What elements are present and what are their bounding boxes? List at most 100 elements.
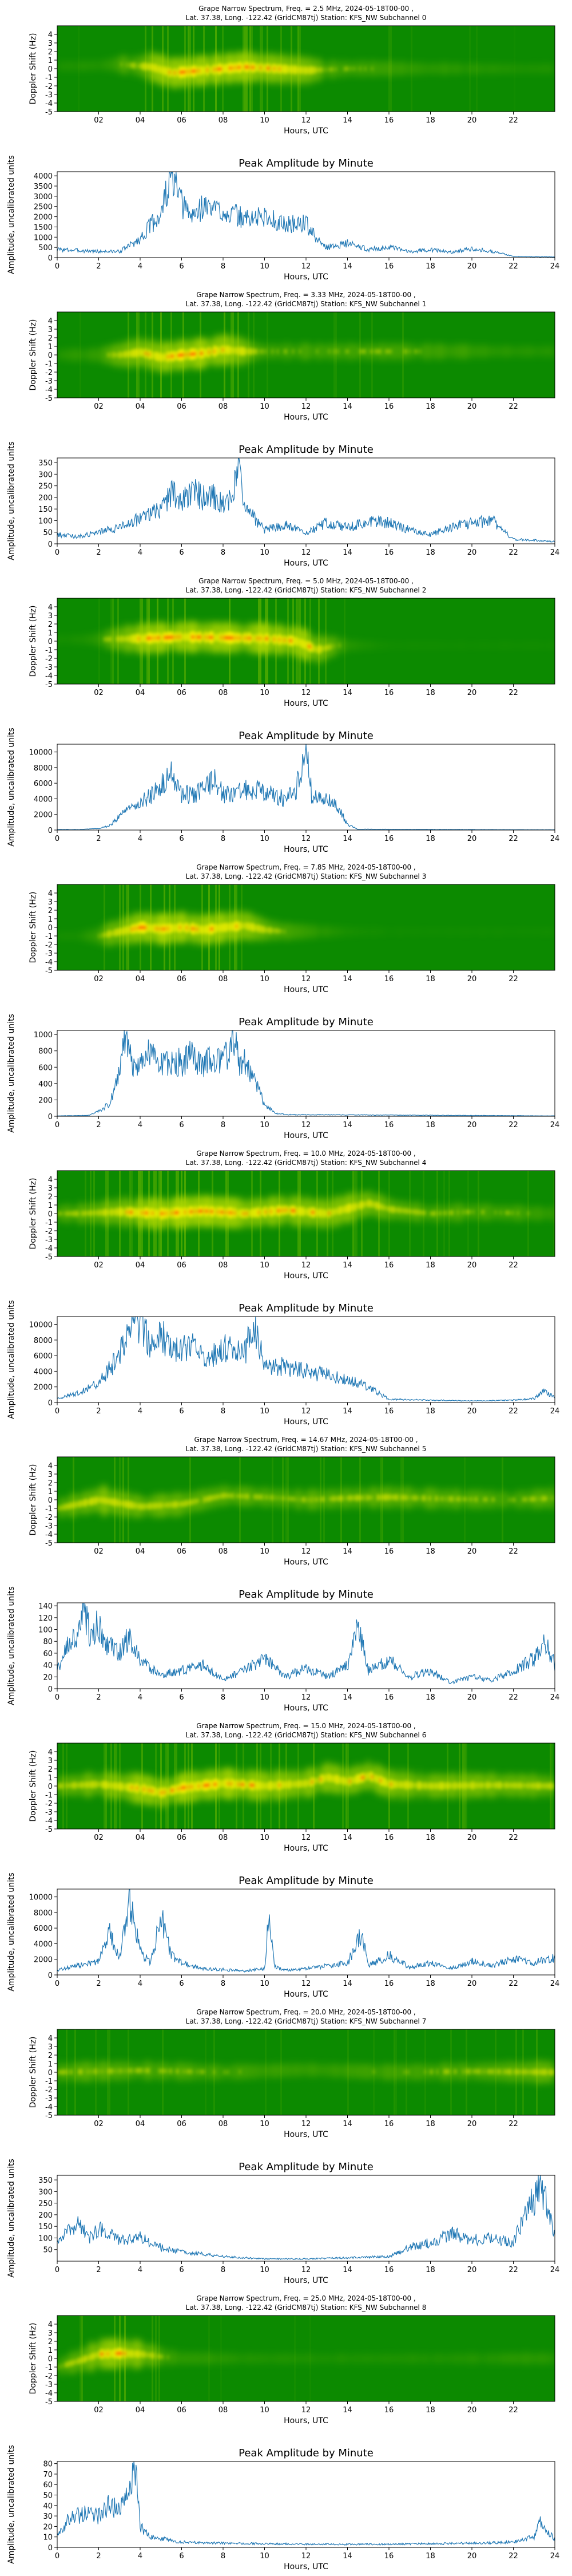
spectrogram-core-cell <box>294 1496 296 1502</box>
spectrogram-peak-cell <box>258 1210 260 1214</box>
spectrogram-column <box>325 344 327 359</box>
spectrogram-core-cell <box>406 1495 407 1500</box>
spectrogram-column <box>443 642 445 649</box>
spectrogram-core-cell <box>224 64 225 74</box>
spectrogram-core-cell <box>119 637 121 642</box>
x-tick-label: 22 <box>509 548 518 557</box>
spectrogram-core-cell <box>57 1506 59 1511</box>
spectrogram-column <box>361 62 363 76</box>
spectrogram-column <box>294 345 296 358</box>
spectrogram-column <box>517 642 519 648</box>
spectrogram-column <box>471 1204 472 1220</box>
spectrogram-column <box>548 1488 550 1508</box>
spectrogram-column <box>500 642 502 649</box>
spectrogram-core-cell <box>157 65 158 72</box>
spectrogram-streak <box>205 2029 206 2115</box>
spectrogram-column <box>208 2064 210 2080</box>
spectrogram-core-cell <box>200 2069 201 2074</box>
spectrogram-core-cell <box>292 66 294 73</box>
spectrogram-core-cell <box>457 1210 459 1215</box>
spectrogram-column <box>351 927 352 936</box>
y-tick-label: 0 <box>48 65 53 74</box>
spectrogram-column <box>332 927 333 937</box>
spectrogram-core-cell <box>174 924 176 932</box>
spectrogram-peak-cell <box>162 1211 164 1215</box>
spectrogram-core-cell <box>361 1201 363 1209</box>
spectrogram-core-cell <box>328 1496 330 1501</box>
spectrogram-core-cell <box>330 1774 332 1782</box>
spectrogram-column <box>325 2063 327 2078</box>
x-tick-label: 20 <box>467 1121 477 1129</box>
spectrogram-core-cell <box>424 1781 426 1790</box>
spectrogram-column <box>459 345 460 358</box>
spectrogram-column <box>313 2062 315 2078</box>
spectrogram-column <box>522 1207 524 1219</box>
spectrogram-column <box>484 64 486 73</box>
spectrogram-column <box>71 635 73 644</box>
spectrogram-streak <box>359 312 361 398</box>
spectrogram-column <box>481 642 483 648</box>
spectrogram-column <box>440 642 442 649</box>
spectrogram-column <box>495 2063 496 2080</box>
spectrogram-column <box>414 928 416 935</box>
spectrogram-core-cell <box>255 1494 256 1500</box>
y-tick-label: -1 <box>45 1791 53 1800</box>
spectrogram-column <box>86 349 88 361</box>
spectrogram-column <box>359 2064 361 2079</box>
spectrogram-core-cell <box>538 1496 539 1502</box>
spectrogram-column <box>421 643 423 649</box>
spectrogram-peak-cell <box>184 70 186 74</box>
spectrogram-column <box>273 1490 275 1505</box>
spectrogram-column <box>280 2063 282 2077</box>
spectrogram-peak-cell <box>249 1783 251 1787</box>
spectrogram-peak-cell <box>189 1210 191 1214</box>
spectrogram-core-cell <box>272 928 273 933</box>
spectrogram-column <box>550 64 551 73</box>
spectrogram-core-cell <box>128 350 129 357</box>
spectrogram-core-cell <box>246 1781 248 1788</box>
spectrogram-core-cell <box>172 1209 174 1216</box>
spectrogram-column <box>406 642 407 648</box>
spectrogram-streak <box>119 1457 121 1543</box>
spectrogram-column <box>486 1203 488 1221</box>
spectrogram-column <box>354 640 356 651</box>
spectrogram-column <box>364 1490 366 1506</box>
x-tick-label: 14 <box>343 402 352 411</box>
spectrogram-column <box>303 923 304 940</box>
spectrogram-core-cell <box>258 1780 260 1791</box>
spectrogram-peak-cell <box>181 353 182 357</box>
spectrogram-column <box>419 63 421 74</box>
spectrogram-column <box>315 2063 316 2077</box>
spectrogram-core-cell <box>220 1780 222 1787</box>
spectrogram-column <box>509 929 510 935</box>
spectrogram-column <box>104 346 105 364</box>
y-tick-label: -2 <box>45 1514 53 1522</box>
spectrogram-core-cell <box>284 929 285 934</box>
spectrogram-core-cell <box>366 1772 368 1781</box>
spectrogram-core-cell <box>112 1499 114 1506</box>
spectrogram-peak-cell <box>232 636 234 640</box>
y-tick-label: -2 <box>45 1227 53 1236</box>
spectrogram-core-cell <box>285 636 287 645</box>
y-tick-label: 4000 <box>34 795 53 804</box>
spectrogram-core-cell <box>117 1499 119 1507</box>
spectrogram-column <box>407 929 409 934</box>
spectrogram-streak <box>285 1457 287 1543</box>
spectrogram-column <box>294 2063 296 2077</box>
spectrogram-streak <box>495 2029 496 2115</box>
spectrogram-core-cell <box>392 1780 394 1788</box>
spectrogram-column <box>541 1208 543 1219</box>
spectrum-title: Grape Narrow Spectrum, Freq. = 5.0 MHz, … <box>198 577 414 585</box>
spectrogram-core-cell <box>370 349 371 354</box>
x-tick-label: 16 <box>384 1693 394 1702</box>
spectrogram-core-cell <box>459 1496 460 1502</box>
spectrogram-streak <box>354 1171 356 1257</box>
spectrogram-column <box>399 61 400 76</box>
spectrogram-column <box>462 642 464 649</box>
spectrogram-core-cell <box>308 1497 309 1503</box>
spectrogram-core-cell <box>349 1495 351 1502</box>
spectrogram-core-cell <box>407 1495 409 1500</box>
spectrogram-core-cell <box>66 1211 67 1216</box>
spectrogram-column <box>117 2060 119 2082</box>
spectrogram-core-cell <box>227 1493 229 1499</box>
